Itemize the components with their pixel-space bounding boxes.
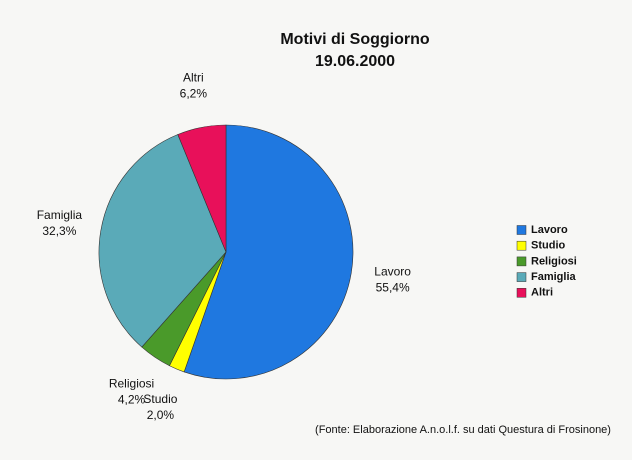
chart-subtitle: 19.06.2000: [315, 53, 395, 70]
slice-label: Famiglia: [37, 208, 83, 222]
chart-title: Motivi di Soggiorno: [280, 31, 430, 48]
legend-text: Altri: [531, 287, 553, 299]
legend-text: Famiglia: [531, 271, 577, 283]
legend-swatch: [516, 240, 527, 251]
slice-label: Lavoro: [374, 264, 411, 278]
legend-text: Religiosi: [531, 255, 577, 267]
source-note: (Fonte: Elaborazione A.n.o.l.f. su dati …: [315, 424, 611, 436]
legend-swatch: [516, 272, 527, 282]
slice-value-label: 55,4%: [376, 280, 410, 294]
legend-text: Lavoro: [531, 224, 568, 236]
slice-value-label: 4,2%: [118, 392, 146, 406]
slice-value-label: 6,2%: [180, 86, 208, 100]
slice-label: Studio: [143, 392, 177, 406]
slice-label: Religiosi: [109, 376, 154, 390]
legend-swatch: [516, 256, 527, 267]
legend-swatch: [516, 225, 527, 235]
pie-slice: [98, 134, 227, 348]
slice-value-label: 2,0%: [147, 408, 175, 422]
slice-label: Altri: [183, 70, 204, 84]
pie-slice: [183, 124, 354, 380]
pie-slice: [177, 124, 227, 253]
slice-value-label: 32,3%: [42, 224, 76, 238]
legend-swatch: [516, 288, 527, 298]
legend-text: Studio: [531, 240, 565, 252]
